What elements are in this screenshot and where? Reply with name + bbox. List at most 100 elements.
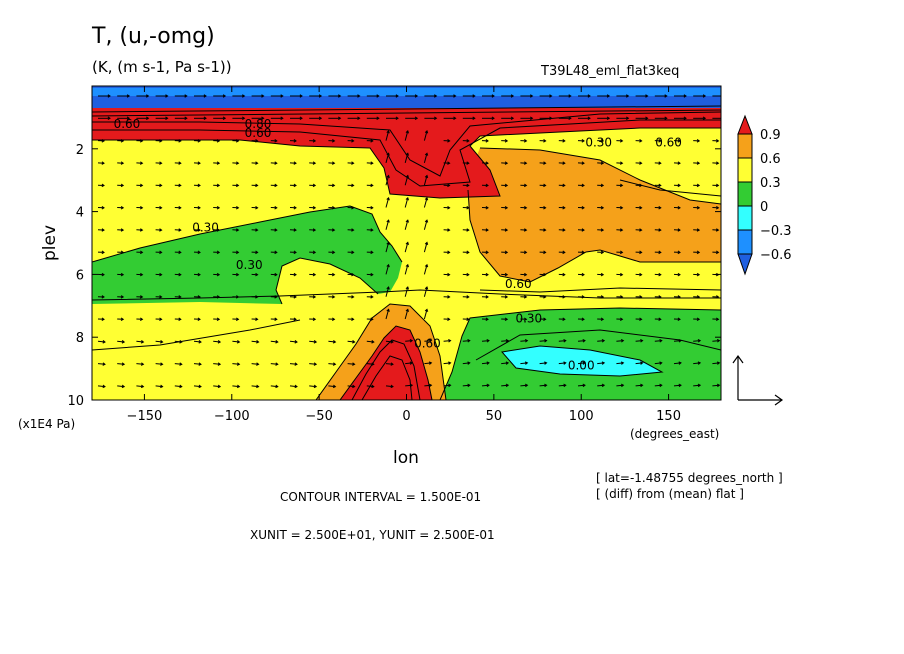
vector-arrowhead [523, 183, 528, 188]
vector-arrow [193, 340, 202, 343]
contour-lines [92, 105, 721, 400]
x-axis: −150 −100 −50 0 50 100 150 [127, 86, 681, 424]
vector-arrowhead [563, 339, 567, 343]
vector-arrow [443, 362, 451, 365]
vector-arrow [251, 385, 259, 388]
colorbar-label: 0.6 [760, 152, 781, 167]
vector-arrowhead [677, 139, 681, 143]
vector-arrowhead [216, 295, 221, 299]
vector-arrowhead [697, 361, 702, 365]
vector-arrowhead [351, 250, 355, 255]
vector-arrowhead [179, 340, 183, 344]
vector-arrowhead [619, 228, 624, 232]
vector-arrowhead [491, 94, 495, 98]
vector-arrow [558, 340, 566, 342]
vector-arrowhead [619, 250, 624, 255]
vector-arrowhead [235, 161, 240, 165]
vector-arrowhead [424, 130, 429, 134]
vector-arrowhead [293, 250, 297, 255]
vector-arrow [462, 362, 470, 365]
vector-arrow [539, 340, 547, 342]
vector-arrowhead [523, 228, 528, 232]
vector-arrow [366, 363, 374, 365]
vector-arrowhead [216, 250, 221, 255]
vector-arrowhead [485, 161, 489, 165]
vector-arrowhead [582, 361, 586, 365]
y-tick-label: 10 [67, 394, 84, 409]
vector-arrowhead [581, 317, 585, 321]
vector-arrow [423, 264, 428, 275]
vector-arrow [558, 384, 566, 387]
vector-arrowhead [312, 295, 317, 299]
x-axis-label: lon [393, 448, 419, 468]
vector-arrowhead [197, 250, 201, 255]
vector-arrowhead [216, 139, 221, 143]
vector-arrow [155, 385, 163, 388]
vector-arrowhead [640, 361, 644, 365]
vector-arrow [712, 362, 720, 365]
vector-arrowhead [312, 317, 317, 321]
vector-arrowhead [505, 339, 510, 343]
vector-arrowhead [139, 228, 144, 232]
contour-interval: CONTOUR INTERVAL = 1.500E-01 [280, 490, 482, 504]
vector-arrowhead [331, 161, 336, 165]
y-tick-label: 4 [76, 206, 84, 221]
vector-arrowhead [523, 139, 528, 143]
vector-arrowhead [523, 205, 528, 210]
vector-arrowhead [485, 205, 489, 210]
vector-arrowhead [386, 286, 390, 290]
y-tick-label: 2 [76, 143, 84, 158]
vector-arrow [673, 384, 682, 387]
vector-arrowhead [139, 139, 144, 143]
vector-arrow [712, 340, 720, 342]
vector-arrowhead [338, 116, 342, 121]
vector-arrowhead [370, 250, 374, 255]
vector-arrowhead [139, 161, 144, 165]
vector-arrowhead [370, 317, 374, 321]
vector-arrowhead [159, 139, 163, 143]
vector-arrowhead [658, 250, 662, 255]
vector-arrowhead [447, 272, 451, 277]
vector-arrowhead [275, 362, 279, 366]
vector-arrowhead [197, 139, 201, 143]
vector-arrowhead [121, 340, 126, 344]
vector-arrowhead [140, 340, 145, 344]
vector-arrowhead [102, 362, 106, 366]
vector-arrowhead [299, 94, 303, 98]
vector-arrowhead [107, 116, 111, 121]
vector-arrow [635, 384, 643, 387]
vector-arrowhead [216, 161, 221, 165]
vector-arrow [423, 175, 428, 186]
vector-arrowhead [274, 205, 278, 210]
vector-arrowhead [504, 139, 509, 143]
vector-arrowhead [318, 116, 323, 121]
vector-arrow [404, 220, 409, 230]
vector-arrowhead [505, 383, 510, 388]
vector-arrowhead [424, 241, 429, 245]
vector-arrowhead [293, 139, 297, 143]
vector-arrowhead [160, 362, 164, 366]
x-tick-label: 100 [569, 409, 594, 424]
region-green-left [92, 206, 402, 304]
vector-arrowhead [386, 152, 390, 156]
vector-arrowhead [235, 272, 240, 277]
vector-arrowhead [395, 116, 399, 121]
vector-arrowhead [658, 272, 662, 277]
vector-arrowhead [255, 272, 259, 277]
vector-arrowhead [523, 272, 528, 277]
vector-arrowhead [664, 116, 668, 121]
vector-arrowhead [549, 94, 553, 98]
colorbar-label: 0.3 [760, 176, 781, 191]
vector-arrow [385, 220, 390, 230]
chart-subtitle: (K, (m s-1, Pa s-1)) [92, 58, 232, 76]
vector-arrowhead [639, 161, 643, 165]
vector-arrowhead [696, 317, 701, 321]
vector-arrowhead [313, 362, 318, 366]
vector-arrow [520, 384, 528, 387]
vector-arrow [232, 340, 240, 343]
vector-arrowhead [371, 384, 375, 389]
vector-arrowhead [677, 228, 681, 232]
vector-arrowhead [658, 295, 662, 299]
vector-arrowhead [504, 317, 509, 321]
vector-arrowhead [332, 340, 337, 344]
